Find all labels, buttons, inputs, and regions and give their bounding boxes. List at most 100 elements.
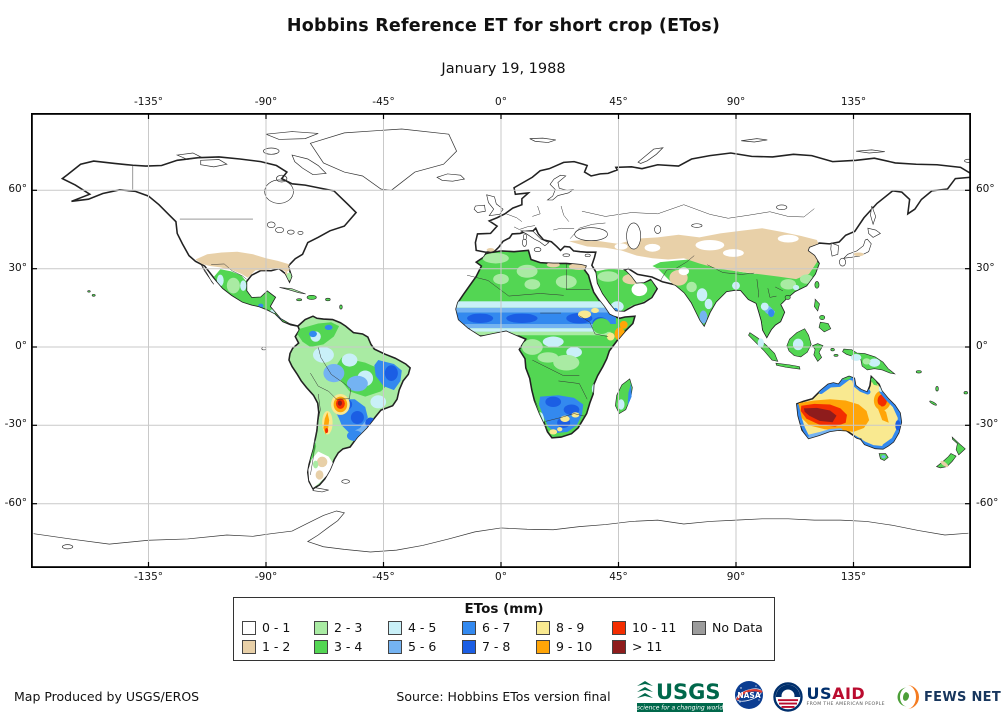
legend-swatch (388, 620, 402, 635)
legend-label: 4 - 5 (408, 620, 437, 635)
legend-item: 2 - 3 (314, 619, 388, 636)
legend-label: 2 - 3 (334, 620, 363, 635)
arctic-islands (177, 132, 971, 182)
lat-tick-right: 0° (976, 340, 988, 352)
legend-item: No Data (692, 619, 774, 636)
axis-ticks (31, 113, 971, 568)
usaid-wordmark: USAID (806, 683, 866, 703)
lat-tick-right: -30° (976, 418, 999, 431)
australia (795, 375, 903, 461)
legend-label: 1 - 2 (262, 639, 291, 654)
legend-label: 3 - 4 (334, 639, 363, 654)
legend-label: 10 - 11 (632, 620, 677, 635)
lat-tick-right: 60° (976, 183, 995, 196)
lon-tick-bottom: -45° (372, 571, 395, 583)
legend-item: 3 - 4 (314, 638, 388, 655)
logo-strip: USGS science for a changing world NASA (635, 676, 1001, 718)
source-text: Source: Hobbins ETos version final (396, 689, 611, 704)
lon-tick-bottom: 0° (495, 571, 507, 583)
legend-label: 9 - 10 (556, 639, 593, 654)
legend-swatch (242, 639, 256, 654)
north-america (61, 155, 358, 328)
legend-label: 8 - 9 (556, 620, 585, 635)
legend-label: No Data (712, 620, 763, 635)
madagascar (615, 379, 632, 414)
legend-swatch (314, 620, 328, 635)
lon-tick-top: -135° (133, 96, 164, 108)
legend-swatch (314, 639, 328, 654)
legend-item: 9 - 10 (536, 638, 612, 655)
legend-swatch (536, 639, 550, 654)
legend-item: > 11 (612, 638, 692, 655)
lat-tick-left: 0° (15, 340, 27, 352)
lon-tick-bottom: 45° (609, 571, 628, 583)
svg-text:USGS: USGS (656, 680, 721, 704)
legend-item: 0 - 1 (242, 619, 314, 636)
produced-by-text: Map Produced by USGS/EROS (14, 689, 200, 704)
new-zealand-pacific (88, 291, 968, 469)
usaid-roundel-icon (772, 682, 803, 712)
eurasia (474, 151, 971, 339)
legend-swatch (462, 620, 476, 635)
legend-label: 7 - 8 (482, 639, 511, 654)
legend-item: 10 - 11 (612, 619, 692, 636)
lat-tick-left: 30° (8, 261, 27, 274)
svg-text:NASA: NASA (737, 691, 760, 700)
world-map-svg (31, 113, 971, 568)
legend-title: ETos (mm) (464, 601, 544, 617)
usaid-tagline: FROM THE AMERICAN PEOPLE (806, 702, 885, 708)
fewsnet-logo: FEWS NET (894, 684, 1001, 710)
caribbean-islands (280, 287, 343, 309)
lon-tick-top: 90° (726, 96, 746, 108)
lat-tick-left: -30° (4, 418, 27, 431)
legend-label: > 11 (632, 639, 663, 654)
antarctica-coast (34, 511, 969, 552)
lon-tick-top: -45° (372, 96, 395, 108)
lon-tick-top: 0° (495, 96, 507, 108)
north-atlantic-islands (310, 129, 503, 216)
lon-tick-top: 135° (840, 96, 867, 108)
page-title: Hobbins Reference ET for short crop (ETo… (286, 16, 721, 36)
lon-tick-top: 45° (609, 96, 628, 108)
usaid-logo: USAID FROM THE AMERICAN PEOPLE (772, 682, 885, 712)
legend-item: 4 - 5 (388, 619, 462, 636)
usgs-logo: USGS science for a changing world (635, 676, 725, 718)
lon-tick-bottom: -135° (133, 571, 164, 583)
east-asia-islands (785, 206, 880, 299)
legend-item: 5 - 6 (388, 638, 462, 655)
nasa-logo: NASA (734, 680, 764, 714)
graticule (31, 113, 971, 568)
legend-item: 6 - 7 (462, 619, 536, 636)
legend-grid: 0 - 1 1 - 2 2 - 3 3 - 4 4 - 5 5 - 6 6 - 7 7 - 8… (234, 619, 774, 655)
legend-box: ETos (mm) 0 - 1 1 - 2 2 - 3 3 - 4 4 - 5 5 - 6… (233, 597, 775, 661)
legend-swatch (612, 639, 626, 654)
usgs-wave-icon (636, 681, 653, 698)
usgs-tagline: science for a changing world (636, 705, 723, 712)
lat-tick-left: 60° (8, 183, 27, 196)
legend-swatch (536, 620, 550, 635)
map-date: January 19, 1988 (441, 61, 566, 77)
lat-tick-right: 30° (976, 261, 995, 274)
world-map (31, 113, 971, 568)
legend-label: 0 - 1 (262, 620, 291, 635)
legend-item: 8 - 9 (536, 619, 612, 636)
lon-tick-bottom: 135° (840, 571, 867, 583)
legend-label: 6 - 7 (482, 620, 511, 635)
legend-swatch (388, 639, 402, 654)
legend-swatch (692, 620, 706, 635)
fewsnet-wordmark: FEWS NET (923, 689, 1001, 705)
lat-tick-left: -60° (4, 496, 27, 509)
legend-swatch (612, 620, 626, 635)
lon-tick-top: -90° (254, 96, 278, 108)
legend-item: 7 - 8 (462, 638, 536, 655)
legend-label: 5 - 6 (408, 639, 437, 654)
legend-item: 1 - 2 (242, 638, 314, 655)
fewsnet-globe-icon (897, 685, 919, 709)
lon-tick-bottom: 90° (726, 571, 746, 583)
legend-swatch (462, 639, 476, 654)
lon-tick-bottom: -90° (254, 571, 278, 583)
south-america (262, 314, 412, 492)
lat-tick-right: -60° (976, 496, 999, 509)
legend-swatch (242, 620, 256, 635)
